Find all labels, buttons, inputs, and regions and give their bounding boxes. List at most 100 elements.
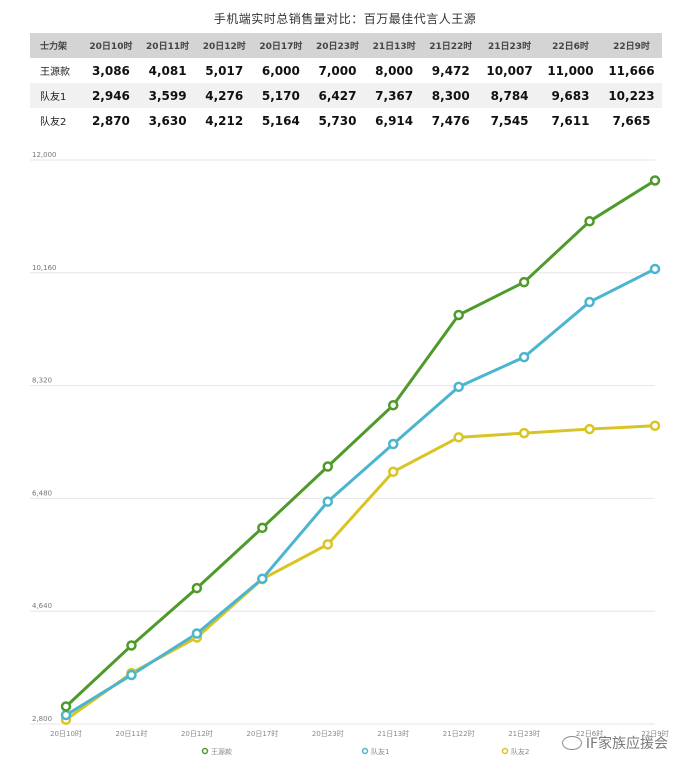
table-row: 队友2 2,870 3,630 4,212 5,164 5,730 6,914 … — [30, 108, 662, 133]
data-point — [191, 628, 203, 639]
header-cell: 20日11时 — [139, 33, 196, 58]
legend-label: 王源款 — [211, 747, 232, 756]
table-cell: 5,170 — [252, 83, 310, 108]
table-cell: 11,000 — [540, 58, 601, 83]
table-cell: 6,914 — [365, 108, 423, 133]
table-cell: 4,081 — [139, 58, 196, 83]
table-cell: 9,472 — [422, 58, 480, 83]
table-cell: 6,000 — [252, 58, 310, 83]
x-tick-label: 20日23时 — [312, 729, 344, 738]
table-cell: 3,630 — [139, 108, 196, 133]
x-tick-label: 21日22时 — [443, 729, 475, 738]
table-title: 手机端实时总销售量对比：百万最佳代言人王源 — [213, 12, 477, 26]
row-label: 队友2 — [30, 108, 83, 133]
data-point — [322, 496, 334, 507]
header-cell: 21日22时 — [422, 33, 480, 58]
data-point — [257, 573, 268, 584]
line-chart: 2,800 4,640 6,480 8,320 10,160 12,000 20日10时 20… — [30, 151, 669, 756]
data-point — [584, 423, 595, 435]
data-point — [584, 296, 595, 308]
y-tick-label: 4,640 — [32, 602, 52, 610]
table-cell: 6,427 — [309, 83, 366, 108]
legend-marker — [201, 747, 209, 755]
table-cell: 7,367 — [365, 83, 423, 108]
data-point — [60, 701, 72, 712]
data-point — [453, 432, 464, 443]
table-row: 王源款 3,086 4,081 5,017 6,000 7,000 8,000 … — [30, 58, 662, 83]
x-tick-label: 20日10时 — [50, 729, 82, 738]
table-cell: 4,212 — [195, 108, 253, 133]
y-tick-label: 2,800 — [32, 715, 52, 723]
table-cell: 7,545 — [479, 108, 541, 133]
x-tick-label: 20日11时 — [116, 729, 148, 738]
data-point — [453, 381, 464, 393]
data-point — [518, 351, 530, 363]
table-cell: 7,476 — [422, 108, 480, 133]
header-cell: 20日12时 — [195, 33, 253, 58]
table-cell: 11,666 — [600, 58, 662, 83]
data-point — [453, 309, 464, 321]
header-cell: 20日23时 — [309, 33, 366, 58]
row-label: 队友1 — [30, 83, 83, 108]
y-tick-label: 12,000 — [32, 151, 57, 159]
data-point — [322, 539, 334, 550]
data-point — [387, 466, 399, 478]
table-cell: 5,164 — [252, 108, 310, 133]
table-cell: 5,730 — [309, 108, 366, 133]
data-point — [322, 461, 334, 472]
data-point — [126, 669, 137, 681]
header-cell: 20日17时 — [252, 33, 310, 58]
series-line — [64, 179, 656, 708]
y-tick-label: 10,160 — [32, 264, 57, 272]
table-cell: 8,784 — [479, 83, 541, 108]
table-cell: 2,870 — [82, 108, 140, 133]
table-cell: 10,223 — [600, 83, 662, 108]
data-point — [518, 276, 530, 288]
table-header-row: 士力架 20日10时 20日11时 20日12时 20日17时 20日23时 2… — [30, 33, 662, 58]
chat-bubble-icon — [561, 736, 582, 750]
table-cell: 7,000 — [309, 58, 366, 83]
watermark: IF家族应援会 — [561, 733, 668, 753]
table-row: 队友1 2,946 3,599 4,276 5,170 6,427 7,367 … — [30, 83, 662, 108]
data-point — [257, 522, 268, 534]
header-cell: 22日9时 — [600, 33, 662, 58]
table-cell: 7,611 — [540, 108, 601, 133]
data-point — [649, 263, 661, 275]
data-point — [387, 438, 399, 450]
table-cell: 3,086 — [82, 58, 140, 83]
table-cell: 2,946 — [82, 83, 140, 108]
y-tick-label: 8,320 — [32, 377, 52, 385]
x-tick-label: 21日23时 — [508, 729, 540, 738]
sales-table: 士力架 20日10时 20日11时 20日12时 20日17时 20日23时 2… — [30, 33, 662, 133]
table-cell: 8,300 — [422, 83, 480, 108]
x-tick-label: 21日13时 — [377, 729, 409, 738]
legend-label: 队友2 — [511, 747, 529, 756]
header-cell: 21日23时 — [479, 33, 541, 58]
legend-label: 队友1 — [371, 747, 389, 756]
row-label: 王源款 — [30, 58, 83, 83]
header-cell: 21日13时 — [365, 33, 423, 58]
table-cell: 4,276 — [195, 83, 253, 108]
x-tick-label: 22日9时 — [641, 729, 668, 738]
legend-marker — [361, 747, 369, 755]
table-cell: 5,017 — [195, 58, 253, 83]
data-point — [191, 582, 203, 594]
data-point — [649, 420, 661, 432]
table-cell: 8,000 — [365, 58, 423, 83]
legend-marker — [501, 747, 509, 755]
table-cell: 10,007 — [479, 58, 541, 83]
x-tick-label: 20日12时 — [181, 729, 213, 738]
data-point — [126, 640, 137, 651]
data-point — [584, 216, 595, 227]
table-cell: 7,665 — [600, 108, 662, 133]
y-tick-label: 6,480 — [32, 489, 52, 497]
header-cell: 20日10时 — [82, 33, 140, 58]
data-point — [518, 427, 530, 439]
data-point — [649, 175, 661, 186]
x-tick-label: 22日6时 — [576, 729, 603, 738]
data-point — [60, 709, 72, 721]
series-line — [65, 424, 656, 721]
series-line — [65, 267, 656, 717]
table-cell: 3,599 — [139, 83, 196, 108]
header-cell: 22日6时 — [540, 33, 601, 58]
